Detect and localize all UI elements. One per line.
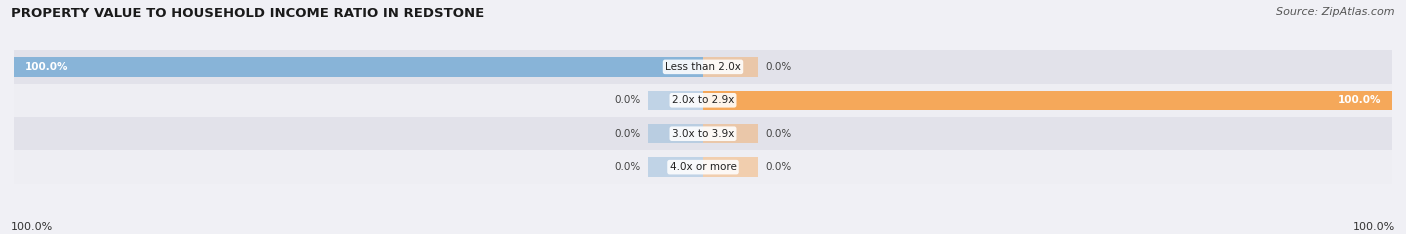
Text: 0.0%: 0.0% <box>614 95 641 105</box>
Bar <box>14 84 1392 117</box>
Text: 100.0%: 100.0% <box>24 62 67 72</box>
Text: 100.0%: 100.0% <box>1339 95 1382 105</box>
Text: 0.0%: 0.0% <box>614 129 641 139</box>
Text: 100.0%: 100.0% <box>1353 222 1395 232</box>
Text: 2.0x to 2.9x: 2.0x to 2.9x <box>672 95 734 105</box>
Bar <box>648 124 703 143</box>
Text: Source: ZipAtlas.com: Source: ZipAtlas.com <box>1277 7 1395 17</box>
Text: 0.0%: 0.0% <box>765 162 792 172</box>
Text: Less than 2.0x: Less than 2.0x <box>665 62 741 72</box>
Text: 4.0x or more: 4.0x or more <box>669 162 737 172</box>
Bar <box>14 117 1392 150</box>
Bar <box>14 150 1392 184</box>
Text: 0.0%: 0.0% <box>765 129 792 139</box>
Bar <box>703 124 758 143</box>
Text: PROPERTY VALUE TO HOUSEHOLD INCOME RATIO IN REDSTONE: PROPERTY VALUE TO HOUSEHOLD INCOME RATIO… <box>11 7 485 20</box>
Text: 0.0%: 0.0% <box>765 62 792 72</box>
Text: 100.0%: 100.0% <box>11 222 53 232</box>
Text: 0.0%: 0.0% <box>614 162 641 172</box>
Bar <box>703 57 758 77</box>
Bar <box>703 157 758 177</box>
Bar <box>648 91 703 110</box>
Bar <box>14 57 703 77</box>
Bar <box>14 50 1392 84</box>
Text: 3.0x to 3.9x: 3.0x to 3.9x <box>672 129 734 139</box>
Bar <box>648 157 703 177</box>
Bar <box>703 91 1392 110</box>
